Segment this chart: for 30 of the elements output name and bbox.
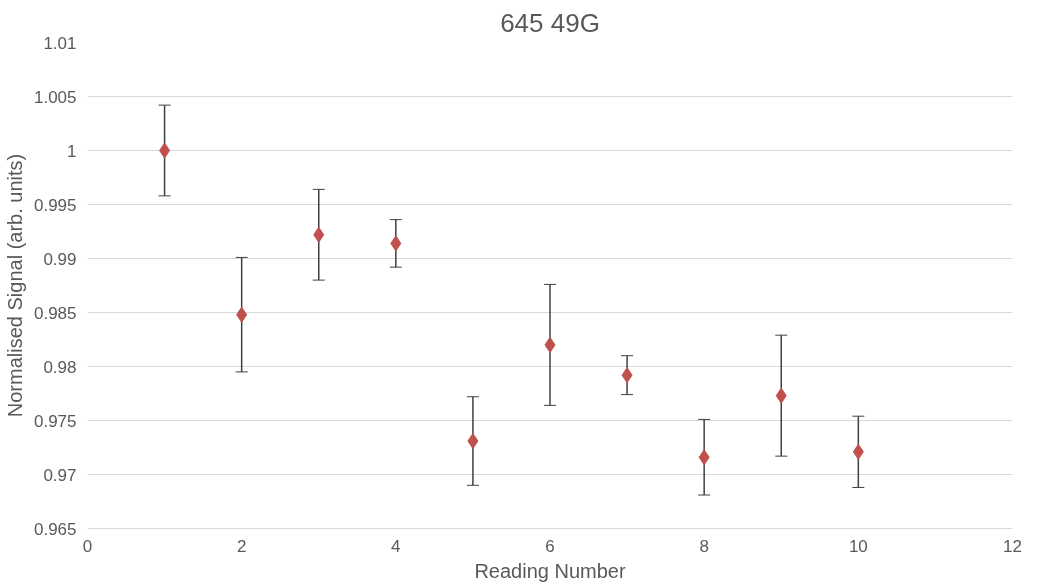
y-tick-label: 0.99: [43, 249, 77, 269]
point: [544, 336, 556, 353]
point: [698, 449, 710, 466]
point: [313, 226, 325, 243]
point: [236, 306, 248, 323]
y-axis-title: Normalised Signal (arb. units): [3, 153, 26, 418]
y-tick-label: 1: [67, 141, 77, 161]
y-tick-label: 0.965: [33, 519, 77, 539]
y-tick-label: 0.97: [43, 465, 77, 485]
point: [775, 387, 787, 404]
point: [390, 235, 402, 252]
y-tick-label: 0.975: [33, 411, 77, 431]
point: [852, 443, 864, 460]
point: [621, 367, 633, 384]
y-tick-label: 0.98: [43, 357, 77, 377]
x-tick-label: 6: [545, 536, 555, 556]
y-tick-label: 1.005: [33, 87, 77, 107]
x-tick-label: 10: [848, 536, 868, 556]
point: [159, 142, 171, 159]
x-axis-title: Reading Number: [474, 559, 626, 582]
x-tick-label: 12: [1003, 536, 1022, 556]
x-tick-label: 0: [82, 536, 93, 556]
chart-title: 645 49G: [500, 7, 600, 38]
y-tick-label: 0.995: [33, 195, 77, 215]
y-tick-label: 1.01: [43, 33, 77, 53]
y-tick-label: 0.985: [33, 303, 77, 323]
x-tick-label: 4: [391, 536, 401, 556]
x-tick-label: 2: [236, 536, 247, 556]
point: [467, 433, 479, 450]
x-tick-label: 8: [699, 536, 709, 556]
